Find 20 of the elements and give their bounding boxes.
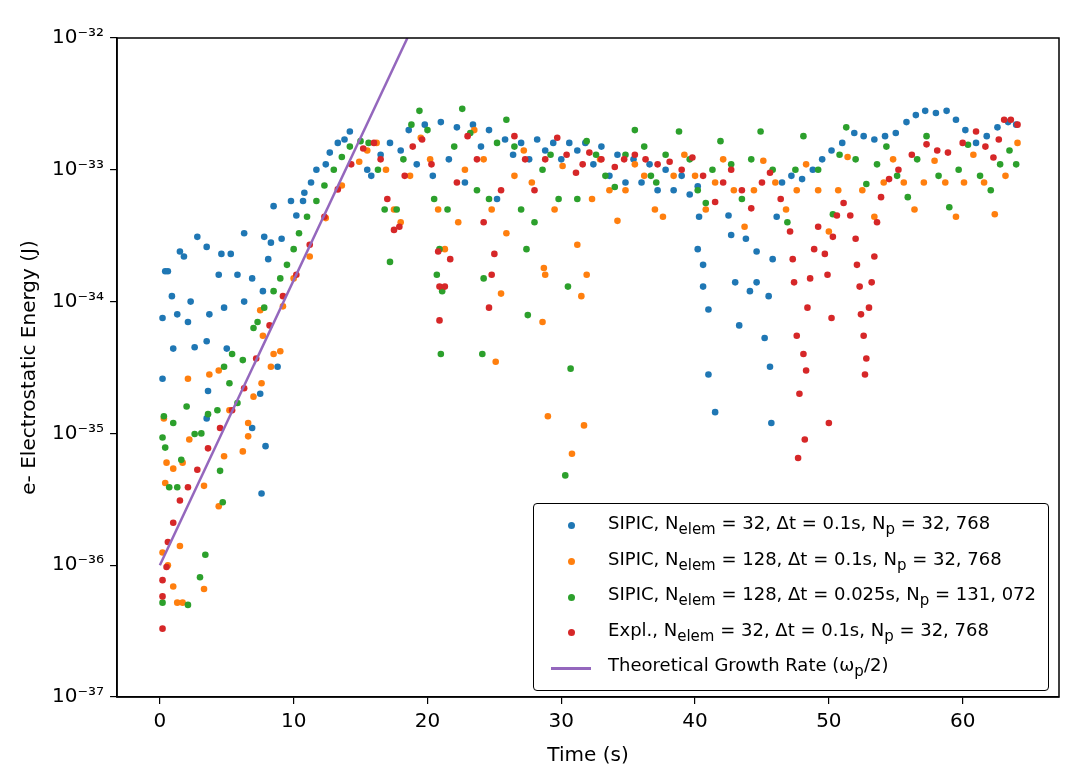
legend-label: SIPIC, N$_{elem}$ = 32, Δt = 0.1s, N$_{p}$ = 32, 768: [608, 511, 991, 540]
x-tick-label: 20: [414, 708, 441, 733]
y-tick-label: 10⁻³⁶: [51, 551, 105, 576]
y-tick-label: 10⁻³²: [51, 24, 105, 49]
legend-label: SIPIC, N$_{elem}$ = 128, Δt = 0.025s, N$_{p}$ = 131, 072: [608, 582, 1036, 611]
legend-label: SIPIC, N$_{elem}$ = 128, Δt = 0.1s, N$_{p}$ = 32, 768: [608, 546, 1002, 576]
x-tick-label: 40: [682, 708, 708, 733]
x-tick-label: 10: [280, 708, 307, 733]
legend-label: Theoretical Growth Rate (ω$_{p}$/2): [608, 653, 889, 682]
x-tick-label: 60: [949, 708, 976, 733]
x-tick-label: 50: [816, 708, 842, 733]
y-tick-label: 10⁻³⁷: [51, 683, 105, 708]
legend-label: Expl., N$_{elem}$ = 32, Δt = 0.1s, N$_{p}$ = 32, 768: [608, 617, 989, 647]
x-tick-label: 0: [153, 708, 167, 733]
x-axis-title: Time (s): [546, 742, 629, 767]
y-tick-label: 10⁻³³: [51, 156, 105, 180]
y-axis-title: e- Electrostatic Energy (J): [16, 240, 41, 495]
y-tick-label: 10⁻³⁵: [51, 419, 105, 444]
x-tick-label: 30: [548, 708, 574, 733]
y-tick-label: 10⁻³⁴: [51, 287, 105, 312]
